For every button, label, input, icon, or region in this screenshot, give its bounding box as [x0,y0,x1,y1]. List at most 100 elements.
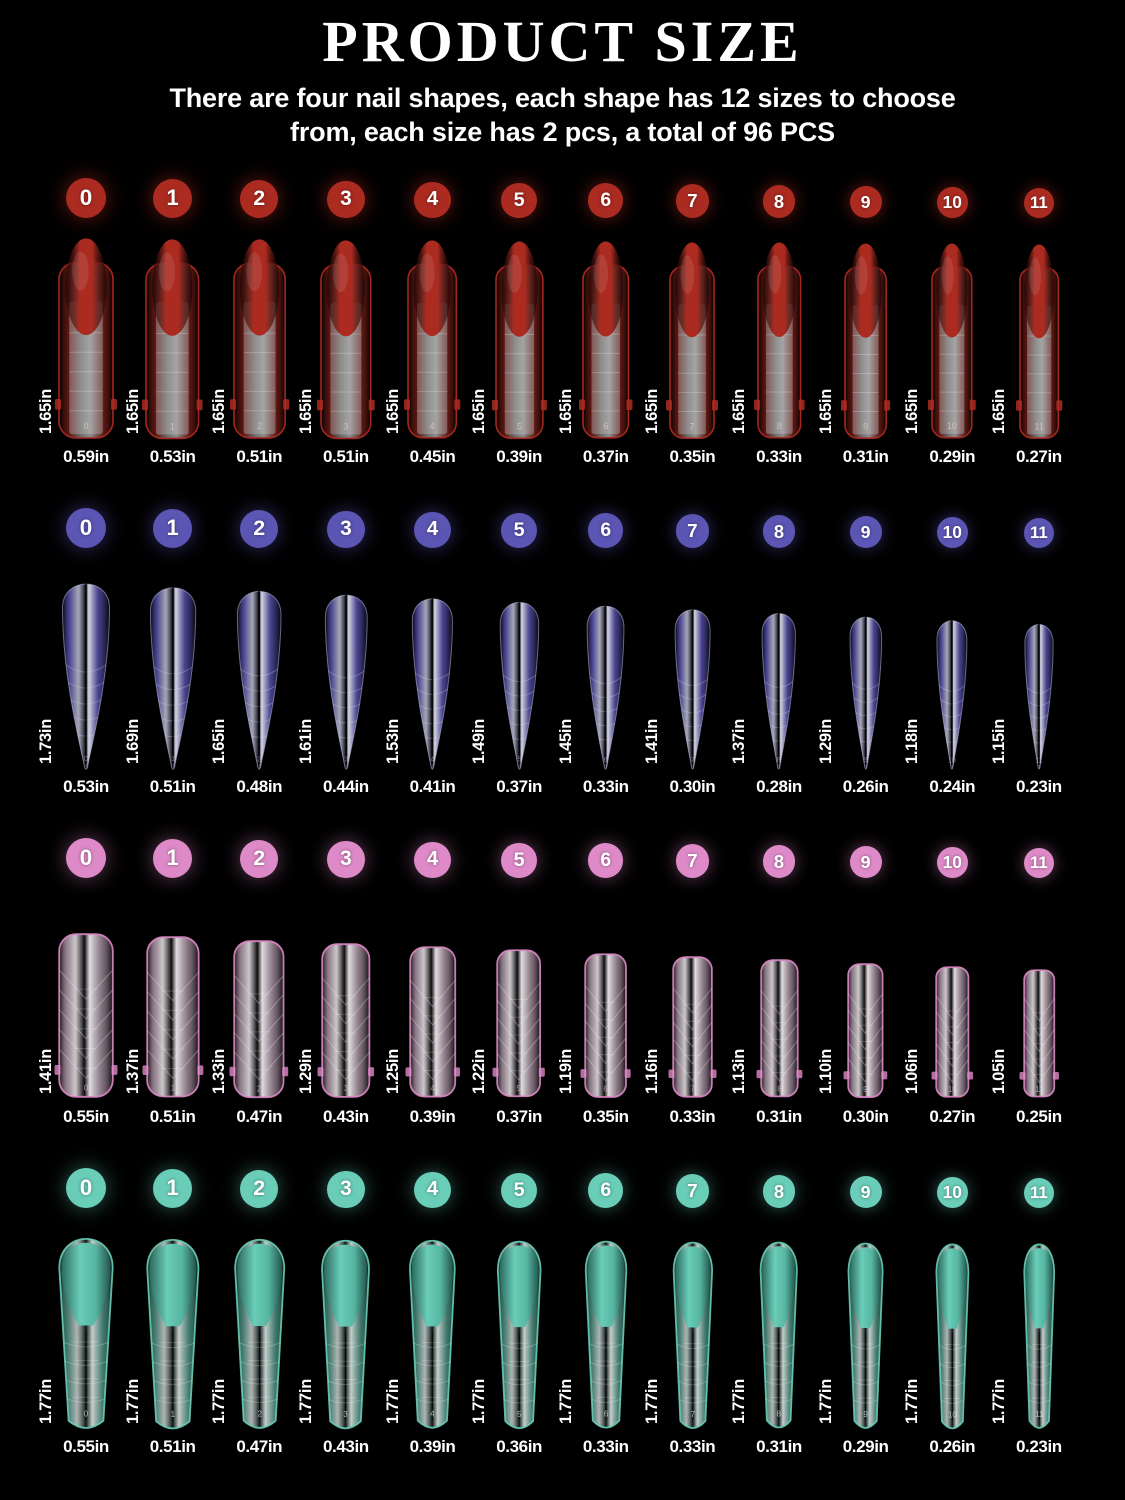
nail-tip-square-5[interactable]: 5 [492,949,546,1098]
size-badge-5[interactable]: 5 [501,1172,537,1208]
size-badge-9[interactable]: 9 [849,846,882,878]
size-badge-6[interactable]: 6 [588,513,624,548]
size-badge-1[interactable]: 1 [153,508,193,548]
nail-tip-round-short-1[interactable]: 1 [142,238,203,439]
subtitle-line-1: There are four nail shapes, each shape h… [169,82,956,113]
nail-tip-stiletto-long-8[interactable]: 8 [761,600,797,770]
size-badge-5[interactable]: 5 [501,842,537,878]
nail-tip-stiletto-long-5[interactable]: 5 [499,588,540,770]
size-badge-3[interactable]: 3 [327,840,365,878]
nail-tip-stiletto-long-6[interactable]: 6 [586,592,625,770]
size-badge-11[interactable]: 11 [1023,517,1054,548]
size-badge-1[interactable]: 1 [153,178,193,218]
size-badge-4[interactable]: 4 [414,181,451,218]
nail-tip-coffin-4[interactable]: 4 [408,1225,457,1429]
size-badge-11[interactable]: 11 [1023,187,1054,218]
nail-tip-square-4[interactable]: 4 [405,946,460,1098]
size-badge-4[interactable]: 4 [414,841,451,878]
size-badge-6[interactable]: 6 [588,1173,624,1208]
size-badge-4[interactable]: 4 [414,1171,451,1208]
nail-tip-round-short-4[interactable]: 4 [404,240,461,439]
size-badge-8[interactable]: 8 [762,185,796,218]
nail-tip-stiletto-long-4[interactable]: 4 [411,584,454,770]
nail-tip-round-short-11[interactable]: 11 [1015,244,1063,439]
nail-tip-coffin-7[interactable]: 7 [672,1227,714,1429]
nail-tip-stiletto-long-11[interactable]: 11 [1024,612,1054,770]
size-badge-8[interactable]: 8 [762,845,796,878]
size-badge-2[interactable]: 2 [240,839,279,878]
size-badge-10[interactable]: 10 [936,187,968,218]
size-badge-3[interactable]: 3 [327,180,365,218]
nail-tip-coffin-11[interactable]: 11 [1023,1229,1055,1429]
nail-tip-stiletto-long-1[interactable]: 1 [149,572,197,770]
nail-tip-stiletto-long-3[interactable]: 3 [324,580,369,770]
nail-tip-round-short-9[interactable]: 9 [841,243,891,439]
nail-tip-stiletto-long-7[interactable]: 7 [674,596,711,770]
size-badge-11[interactable]: 11 [1023,1177,1054,1208]
size-badge-7[interactable]: 7 [675,184,710,218]
size-badge-7[interactable]: 7 [675,1174,710,1208]
nail-tip-square-0[interactable]: 0 [54,933,118,1098]
nail-tip-round-short-2[interactable]: 2 [229,239,289,439]
size-badge-1[interactable]: 1 [153,838,193,878]
size-badge-0[interactable]: 0 [66,507,106,548]
size-badge-3[interactable]: 3 [327,1170,365,1208]
nail-tip-round-short-6[interactable]: 6 [579,241,633,439]
nail-tip-coffin-5[interactable]: 5 [496,1226,542,1429]
size-badge-6[interactable]: 6 [588,183,624,218]
nail-tip-square-2[interactable]: 2 [229,939,289,1098]
size-badge-8[interactable]: 8 [762,515,796,548]
size-badge-2[interactable]: 2 [240,179,279,218]
nail-tip-round-short-7[interactable]: 7 [666,242,719,439]
nail-tip-square-1[interactable]: 1 [142,936,204,1098]
nail-tip-stiletto-long-2[interactable]: 2 [236,576,282,770]
size-badge-10[interactable]: 10 [936,1177,968,1208]
size-badge-9[interactable]: 9 [849,516,882,548]
size-badge-5[interactable]: 5 [501,512,537,548]
nail-tip-square-11[interactable]: 11 [1019,969,1059,1098]
size-badge-9[interactable]: 9 [849,186,882,218]
size-badge-1[interactable]: 1 [153,1168,193,1208]
size-badge-5[interactable]: 5 [501,182,537,218]
nail-tip-square-9[interactable]: 9 [843,962,888,1098]
nail-tip-stiletto-long-9[interactable]: 9 [849,604,883,770]
nail-tip-stiletto-long-0[interactable]: 0 [61,568,111,770]
nail-tip-coffin-0[interactable]: 0 [57,1223,115,1429]
size-badge-3[interactable]: 3 [327,510,365,548]
nail-tip-round-short-10[interactable]: 10 [928,243,977,439]
size-badge-7[interactable]: 7 [675,844,710,878]
size-badge-6[interactable]: 6 [588,843,624,878]
nail-tip-round-short-8[interactable]: 8 [753,242,805,439]
size-badge-10[interactable]: 10 [936,517,968,548]
size-badge-7[interactable]: 7 [675,514,710,548]
size-badge-10[interactable]: 10 [936,847,968,878]
nail-tip-stiletto-long-10[interactable]: 10 [936,608,968,770]
size-badge-0[interactable]: 0 [66,837,106,878]
size-badge-2[interactable]: 2 [240,509,279,548]
size-badge-4[interactable]: 4 [414,511,451,548]
nail-tip-coffin-2[interactable]: 2 [233,1224,286,1429]
nail-tip-coffin-1[interactable]: 1 [145,1224,201,1429]
nail-tip-coffin-10[interactable]: 10 [935,1229,970,1429]
nail-tip-coffin-6[interactable]: 6 [584,1226,628,1429]
badge-cell: 10 [916,1177,988,1208]
size-row-stiletto-long: 0 1 2 3 4 5 6 7 8 9 10 11 0 1.73in [0,480,1125,810]
nail-tip-coffin-3[interactable]: 3 [320,1225,371,1429]
nail-tip-round-short-5[interactable]: 5 [491,241,547,439]
nail-tip-round-short-3[interactable]: 3 [317,239,375,439]
size-badge-0[interactable]: 0 [66,1167,106,1208]
width-label: 0.37in [582,446,629,466]
size-badge-2[interactable]: 2 [240,1169,279,1208]
nail-tip-square-10[interactable]: 10 [931,966,974,1098]
size-badge-9[interactable]: 9 [849,1176,882,1208]
nail-tip-square-8[interactable]: 8 [756,959,802,1098]
size-badge-8[interactable]: 8 [762,1175,796,1208]
nail-tip-coffin-9[interactable]: 9 [847,1228,884,1429]
nail-tip-round-short-0[interactable]: 0 [55,238,117,439]
nail-tip-square-3[interactable]: 3 [317,943,375,1098]
nail-tip-square-6[interactable]: 6 [580,953,631,1098]
nail-tip-coffin-8[interactable]: 8 [759,1227,799,1429]
size-badge-11[interactable]: 11 [1023,847,1054,878]
size-badge-0[interactable]: 0 [66,177,106,218]
nail-tip-square-7[interactable]: 7 [668,956,717,1098]
